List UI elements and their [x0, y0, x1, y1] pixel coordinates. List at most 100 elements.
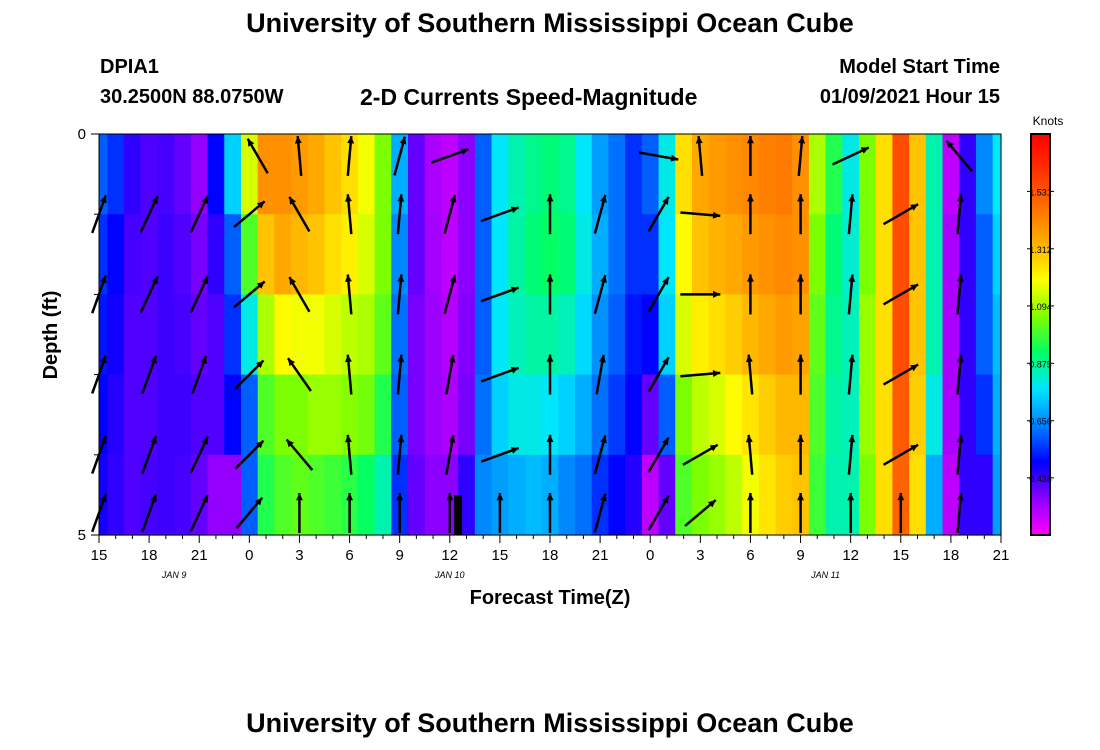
heatmap-cell: [808, 294, 827, 376]
heatmap-cell: [708, 214, 726, 295]
arrow-head: [747, 194, 754, 202]
heatmap-cell: [608, 454, 626, 536]
x-tick-label: 21: [993, 547, 1010, 564]
arrow-head: [713, 290, 721, 298]
current-arrow: [234, 359, 265, 390]
current-arrow: [847, 434, 856, 475]
heatmap-cell: [792, 294, 810, 376]
current-arrow: [956, 274, 964, 315]
arrow-head: [100, 275, 107, 284]
heatmap-cell: [408, 134, 426, 215]
heatmap-cell: [859, 374, 877, 456]
current-arrow: [647, 276, 670, 313]
heatmap-cell: [675, 134, 693, 215]
arrow-head: [288, 358, 295, 367]
heatmap-cell: [992, 374, 1002, 456]
arrow-head: [798, 136, 806, 144]
heatmap-cell: [408, 374, 426, 456]
arrow-head: [150, 436, 157, 444]
heatmap-cell: [808, 374, 827, 456]
x-axis: 15 18 21 0 3 6 9 12 15 18 21 0 3 6 9 12 15 18 21 JAN 9 JAN 1…: [91, 535, 1010, 580]
current-arrow: [346, 135, 355, 177]
arrow-head: [200, 355, 207, 364]
arrow-head: [662, 495, 669, 504]
current-arrow: [191, 355, 208, 394]
arrow-head: [449, 194, 457, 203]
heatmap-cell: [157, 454, 175, 536]
heatmap-cell: [558, 214, 576, 295]
arrow-head: [956, 274, 964, 282]
arrow-head: [797, 274, 804, 282]
arrow-head: [100, 436, 107, 444]
heatmap-cell: [190, 374, 209, 456]
heatmap-cell: [374, 294, 392, 376]
current-arrow: [797, 194, 804, 235]
current-arrow: [680, 370, 721, 378]
current-arrow: [480, 286, 520, 303]
heatmap-cell: [859, 134, 877, 215]
heatmap-cell: [99, 454, 108, 536]
heatmap-cell: [190, 214, 209, 295]
time-marker: [454, 495, 463, 535]
y-axis-label: Depth (ft): [40, 291, 62, 380]
heatmap-cell: [641, 294, 660, 376]
arrow-head: [289, 277, 297, 286]
arrow-head: [201, 436, 208, 445]
bottom-title: University of Southern Mississippi Ocean…: [246, 708, 854, 738]
heatmap-cell: [240, 214, 259, 295]
heatmap-cell: [725, 214, 743, 295]
current-arrow: [956, 434, 964, 475]
arrow-head: [397, 274, 405, 282]
arrow-head: [707, 500, 716, 508]
current-arrow: [882, 363, 919, 386]
heatmap-cell: [825, 454, 843, 536]
current-arrow: [897, 493, 905, 533]
x-tick-label: 6: [746, 547, 754, 564]
heatmap-cell: [641, 214, 660, 295]
current-arrow: [595, 354, 606, 395]
heatmap-cell: [691, 374, 710, 456]
heatmap-cell: [408, 214, 426, 295]
current-arrow: [288, 276, 311, 313]
heatmap-cell: [541, 294, 559, 376]
heatmap-cell: [458, 454, 476, 536]
current-arrow: [285, 438, 314, 471]
heatmap-cell: [558, 294, 576, 376]
arrow-head: [745, 354, 753, 363]
heatmap-cell: [792, 214, 810, 295]
heatmap-cell: [324, 454, 342, 536]
heatmap-cell: [758, 214, 777, 295]
heatmap-cell: [491, 374, 509, 456]
x-tick-label: 0: [245, 547, 253, 564]
current-arrow: [747, 274, 754, 315]
current-arrow: [396, 194, 405, 235]
heatmap-cell: [792, 134, 810, 215]
current-arrow: [745, 434, 754, 475]
heatmap-cell: [157, 294, 175, 376]
current-arrow: [682, 443, 719, 466]
heatmap-cell: [391, 214, 409, 295]
x-tick-label: 15: [892, 547, 909, 564]
heatmap-cell: [307, 134, 326, 215]
arrow-head: [712, 370, 721, 377]
x-tick-label: 15: [91, 547, 108, 564]
heatmap-cell: [157, 134, 175, 215]
heatmap-cell: [975, 374, 994, 456]
heatmap-cell: [959, 454, 977, 536]
heatmap-cell: [207, 294, 225, 376]
arrow-head: [201, 276, 208, 285]
heatmap-cell: [775, 214, 793, 295]
heatmap-cell: [775, 294, 793, 376]
x-tick-label: 12: [441, 547, 458, 564]
heatmap-cell: [909, 214, 927, 295]
current-arrow: [345, 434, 353, 475]
arrow-head: [797, 194, 804, 202]
heatmap-cell: [758, 374, 777, 456]
heatmap-cell: [491, 214, 509, 295]
heatmap-cell: [474, 374, 493, 456]
arrow-head: [546, 354, 554, 362]
heatmap-cell: [758, 294, 777, 376]
current-arrow: [797, 493, 804, 533]
heatmap-cell: [691, 454, 710, 536]
current-arrow: [882, 283, 919, 306]
